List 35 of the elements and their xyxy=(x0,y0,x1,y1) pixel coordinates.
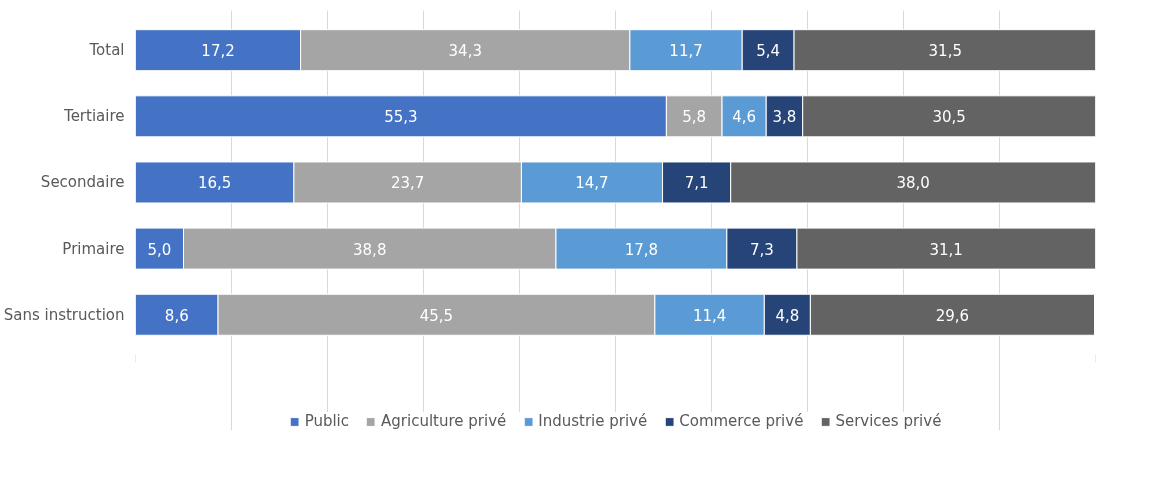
data-label: 34,3 xyxy=(448,42,482,61)
data-label: 17,8 xyxy=(624,240,659,259)
legend-label: Commerce privé xyxy=(679,412,804,430)
data-label: 5,8 xyxy=(682,108,707,127)
data-label: 29,6 xyxy=(935,306,970,325)
data-label: 7,1 xyxy=(684,174,709,193)
y-tick-label: Sans instruction xyxy=(3,305,125,324)
legend-label: Industrie privé xyxy=(538,412,648,430)
data-label: 11,4 xyxy=(692,306,727,325)
data-label: 38,0 xyxy=(896,174,930,193)
y-tick-label: Tertiaire xyxy=(63,107,125,126)
data-label: 31,1 xyxy=(929,240,963,259)
data-label: 7,3 xyxy=(749,240,774,259)
data-label: 4,8 xyxy=(775,306,800,325)
data-label: 5,4 xyxy=(756,42,781,61)
data-label: 55,3 xyxy=(384,108,418,127)
data-label: 31,5 xyxy=(928,42,962,61)
data-label: 45,5 xyxy=(419,306,454,325)
y-tick-label: Secondaire xyxy=(40,173,125,192)
data-label: 14,7 xyxy=(575,174,609,193)
data-label: 3,8 xyxy=(772,108,797,127)
data-label: 23,7 xyxy=(390,174,425,193)
legend-label: Agriculture privé xyxy=(381,412,507,430)
data-label: 11,7 xyxy=(669,42,703,61)
legend-label: Services privé xyxy=(835,412,942,430)
data-label: 30,5 xyxy=(932,108,966,127)
legend-label: Public xyxy=(304,412,350,430)
data-label: 5,0 xyxy=(147,240,172,259)
data-label: 38,8 xyxy=(353,240,387,259)
data-label: 8,6 xyxy=(164,306,189,325)
y-tick-label: Primaire xyxy=(62,239,125,258)
data-label: 16,5 xyxy=(198,174,232,193)
data-label: 4,6 xyxy=(732,108,757,127)
y-tick-label: Total xyxy=(88,41,125,60)
data-label: 17,2 xyxy=(201,42,235,61)
